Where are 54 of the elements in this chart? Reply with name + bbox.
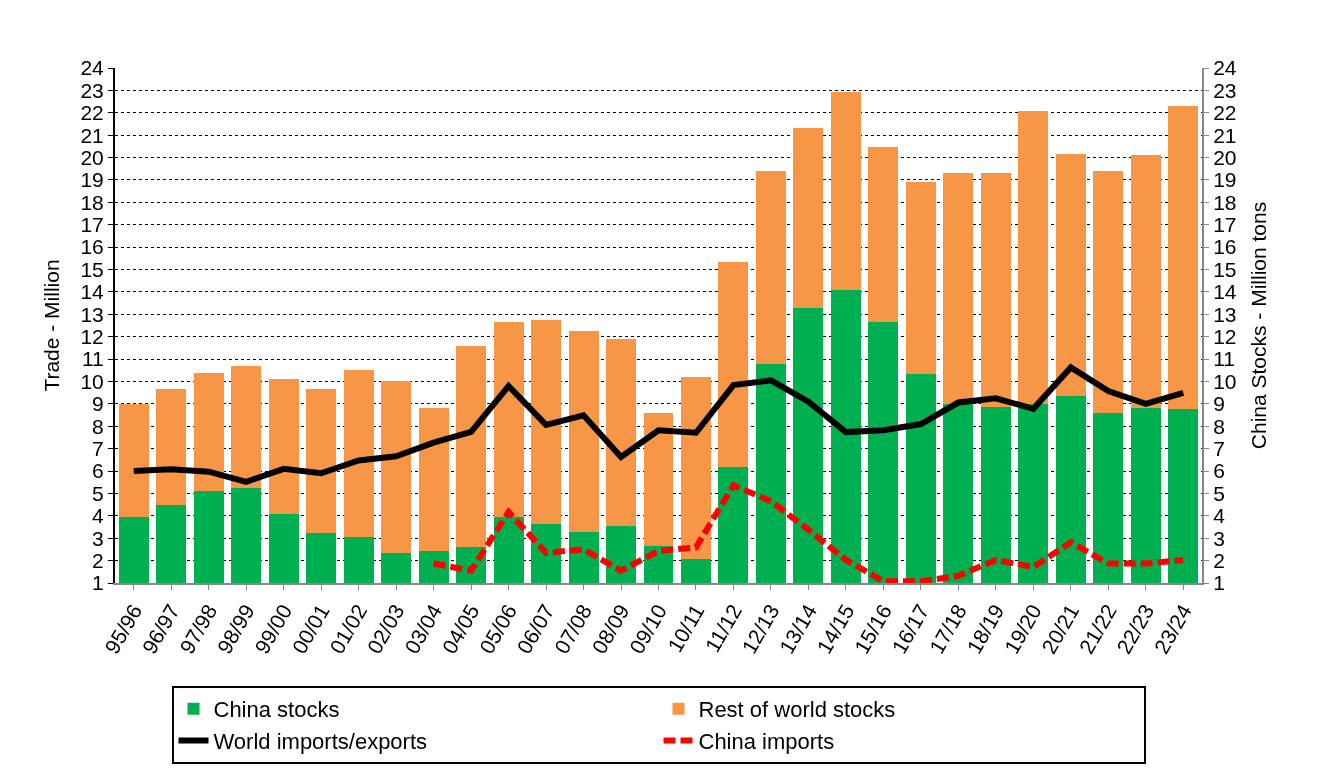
legend-label: World imports/exports bbox=[213, 728, 428, 754]
y2-tick-label: 16 bbox=[1213, 235, 1237, 259]
y-tick-label: 9 bbox=[92, 392, 104, 416]
y-tick-label: 6 bbox=[92, 459, 104, 483]
y-tick-label: 3 bbox=[92, 526, 104, 550]
y-tick-label: 19 bbox=[80, 168, 104, 192]
y-tick-label: 2 bbox=[92, 548, 104, 572]
y2-tick-label: 11 bbox=[1213, 347, 1236, 371]
y-tick-label: 14 bbox=[80, 280, 105, 304]
y-tick-label: 8 bbox=[92, 414, 104, 438]
y-tick-label: 23 bbox=[80, 78, 104, 102]
y2-tick-label: 14 bbox=[1213, 280, 1237, 304]
y2-tick-label: 18 bbox=[1213, 190, 1237, 214]
y2-tick-label: 24 bbox=[1213, 56, 1237, 80]
legend-label: Rest of world stocks bbox=[698, 697, 896, 723]
y2-tick-label: 9 bbox=[1213, 392, 1225, 416]
y2-tick-label: 8 bbox=[1213, 414, 1225, 438]
y2-tick-label: 23 bbox=[1213, 78, 1237, 102]
y2-tick-label: 17 bbox=[1213, 213, 1237, 237]
y-tick-label: 16 bbox=[80, 235, 104, 259]
y-tick-label: 12 bbox=[80, 325, 104, 349]
y-tick-label: 20 bbox=[80, 145, 104, 169]
y2-tick-label: 15 bbox=[1213, 257, 1237, 281]
y2-tick-label: 10 bbox=[1213, 369, 1237, 393]
y2-tick-label: 6 bbox=[1213, 459, 1225, 483]
y-tick-label: 15 bbox=[80, 257, 104, 281]
y2-tick-label: 19 bbox=[1213, 168, 1237, 192]
y-tick-label: 13 bbox=[80, 302, 104, 326]
y-tick-label: 18 bbox=[80, 190, 104, 214]
y2-tick-label: 4 bbox=[1213, 504, 1226, 528]
y-tick-label: 11 bbox=[81, 347, 104, 371]
y-tick-label: 17 bbox=[80, 213, 104, 237]
y2-tick-label: 22 bbox=[1213, 101, 1237, 125]
y-tick-label: 5 bbox=[92, 481, 104, 505]
y2-tick-label: 1 bbox=[1213, 571, 1225, 595]
y2-axis-title: China Stocks - Million tons bbox=[1246, 201, 1270, 450]
legend-label: China stocks bbox=[213, 697, 340, 723]
y-tick-label: 22 bbox=[80, 101, 104, 125]
y-tick-label: 4 bbox=[92, 504, 105, 528]
y2-tick-label: 13 bbox=[1213, 302, 1237, 326]
y2-tick-label: 3 bbox=[1213, 526, 1225, 550]
y2-tick-label: 20 bbox=[1213, 145, 1237, 169]
y-tick-label: 21 bbox=[80, 123, 104, 147]
y-tick-label: 24 bbox=[80, 56, 105, 80]
y2-tick-label: 2 bbox=[1213, 548, 1225, 572]
y2-tick-label: 12 bbox=[1213, 325, 1237, 349]
y2-tick-label: 5 bbox=[1213, 481, 1225, 505]
y2-tick-label: 21 bbox=[1213, 123, 1237, 147]
legend-label: China imports bbox=[698, 728, 835, 754]
y-tick-label: 7 bbox=[92, 437, 104, 460]
y2-tick-label: 7 bbox=[1213, 437, 1225, 460]
y-axis-title: Trade - Million bbox=[40, 259, 64, 392]
y-tick-label: 1 bbox=[92, 571, 104, 595]
y-tick-label: 10 bbox=[80, 369, 104, 393]
